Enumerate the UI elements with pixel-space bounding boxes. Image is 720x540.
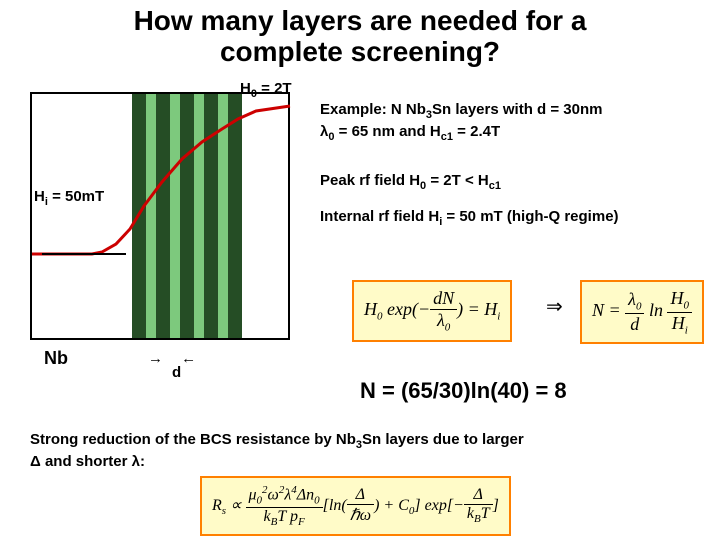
formula-screening-rhs: N = λ0d ln H0Hi: [580, 280, 704, 344]
right-text-column: Example: N Nb3Sn layers with d = 30nm λ0…: [320, 100, 700, 243]
formula-bcs-resistance: Rs ∝ μ02ω2λ4Δn0kBT pF[ln(Δℏω) + C0] exp[…: [200, 476, 511, 536]
peak-field-paragraph: Peak rf field H0 = 2T < Hc1: [320, 171, 700, 193]
d-spacing-label: → ← d: [148, 350, 196, 367]
slide-title: How many layers are needed for a complet…: [0, 0, 720, 72]
dark-band: [156, 94, 170, 338]
dark-band: [132, 94, 146, 338]
arrow-right-icon: →: [148, 350, 163, 367]
dark-band: [228, 94, 242, 338]
layers-diagram: H0 = 2T Hi = 50mT Nb → ← d: [30, 92, 290, 382]
internal-field-paragraph: Internal rf field Hi = 50 mT (high-Q reg…: [320, 207, 700, 229]
example-paragraph: Example: N Nb3Sn layers with d = 30nm λ0…: [320, 100, 700, 145]
light-band: [146, 94, 156, 338]
light-band: [218, 94, 228, 338]
H0-val: = 2T: [257, 80, 292, 97]
title-line2: complete screening?: [220, 36, 500, 67]
dark-band: [204, 94, 218, 338]
label-Hi: Hi = 50mT: [34, 188, 104, 208]
bcs-reduction-text: Strong reduction of the BCS resistance b…: [30, 430, 690, 472]
title-line1: How many layers are needed for a: [134, 5, 587, 36]
label-H0: H0 = 2T: [240, 80, 292, 100]
layers-box: [30, 92, 290, 340]
formula-screening-lhs: H0 exp(−dNλ0) = Hi: [352, 280, 512, 342]
Hi-sym: H: [34, 188, 45, 205]
dark-band: [180, 94, 194, 338]
H0-sym: H: [240, 80, 251, 97]
light-band: [170, 94, 180, 338]
Hi-val: = 50mT: [48, 188, 104, 205]
light-band: [194, 94, 204, 338]
d-letter: d: [172, 364, 181, 381]
label-Nb: Nb: [44, 348, 68, 369]
implies-arrow: ⇒: [546, 294, 563, 319]
result-N: N = (65/30)ln(40) = 8: [360, 378, 567, 404]
arrow-left-icon: ←: [181, 350, 196, 367]
